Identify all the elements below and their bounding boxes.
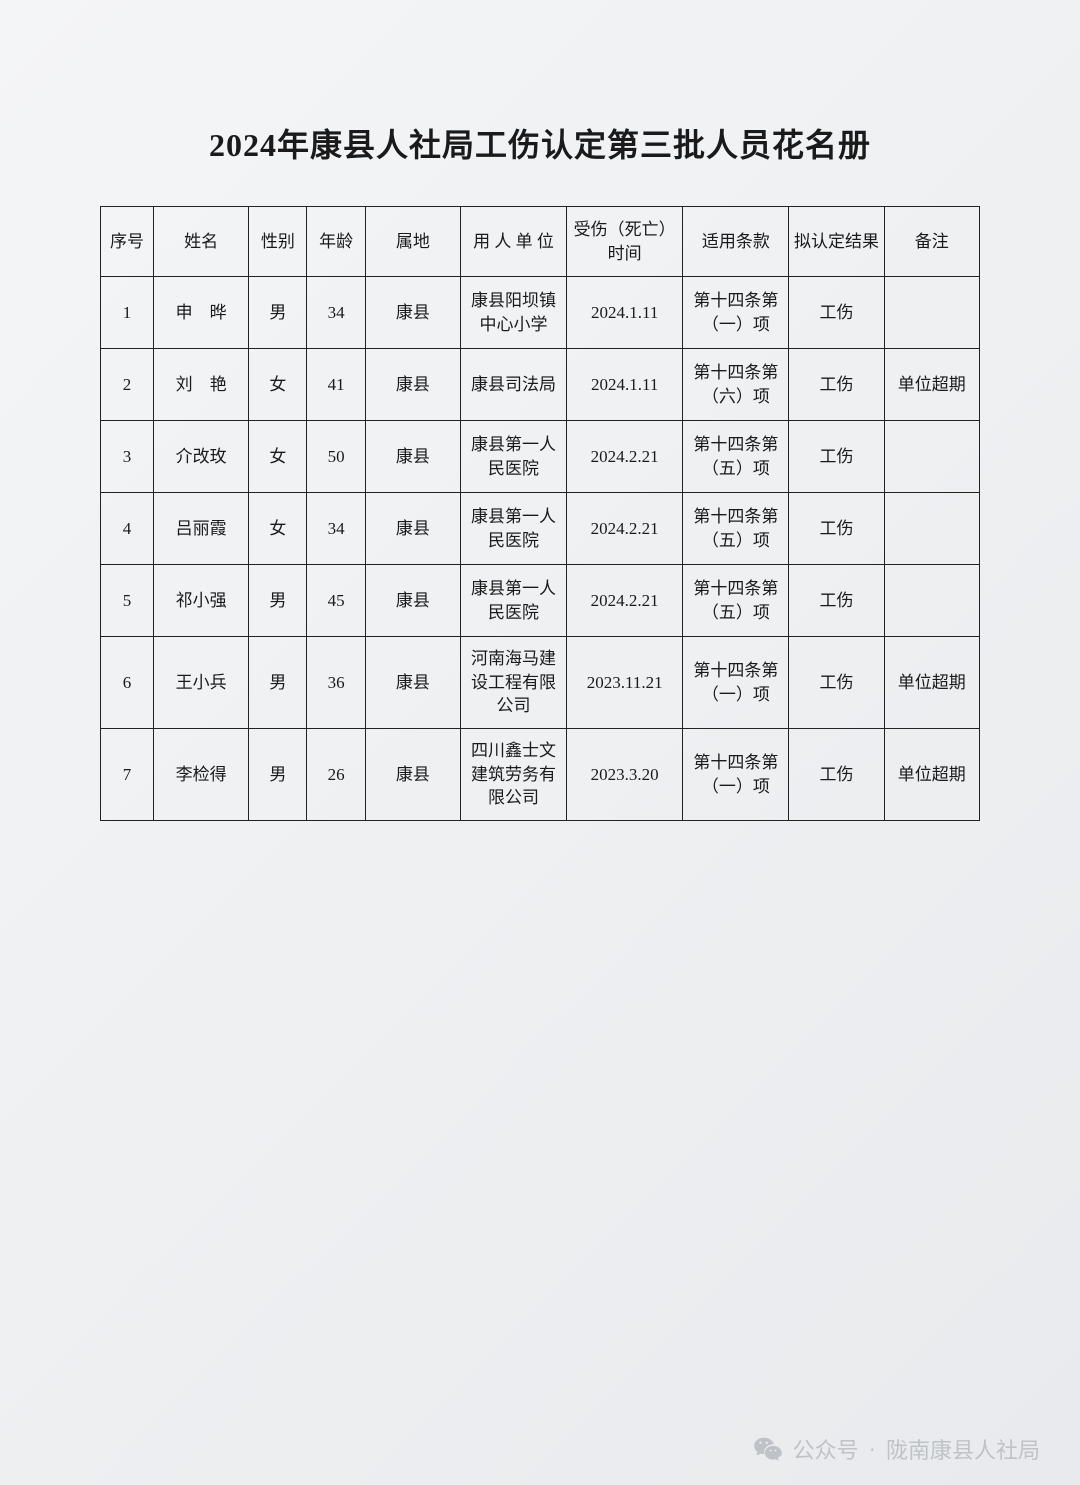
cell-age: 50 <box>307 421 365 493</box>
cell-name: 申 晔 <box>153 277 248 349</box>
table-row: 5祁小强男45康县康县第一人民医院2024.2.21第十四条第（五）项工伤 <box>101 565 980 637</box>
cell-loc: 康县 <box>365 421 460 493</box>
col-header-sex: 性别 <box>249 207 307 277</box>
cell-note: 单位超期 <box>884 729 979 821</box>
col-header-law: 适用条款 <box>683 207 789 277</box>
col-header-date: 受伤（死亡）时间 <box>566 207 682 277</box>
cell-res: 工伤 <box>789 349 884 421</box>
document-page: 2024年康县人社局工伤认定第三批人员花名册 序号 姓名 性别 年龄 属地 用 … <box>0 0 1080 1485</box>
cell-res: 工伤 <box>789 493 884 565</box>
cell-date: 2024.1.11 <box>566 349 682 421</box>
footer-prefix: 公众号 <box>793 1433 859 1465</box>
footer-sep: · <box>869 1436 876 1462</box>
cell-age: 34 <box>307 493 365 565</box>
table-row: 3介改玫女50康县康县第一人民医院2024.2.21第十四条第（五）项工伤 <box>101 421 980 493</box>
cell-res: 工伤 <box>789 729 884 821</box>
cell-age: 36 <box>307 637 365 729</box>
cell-law: 第十四条第（五）项 <box>683 565 789 637</box>
cell-emp: 康县第一人民医院 <box>461 421 567 493</box>
cell-date: 2024.2.21 <box>566 565 682 637</box>
cell-seq: 7 <box>101 729 154 821</box>
cell-date: 2023.3.20 <box>566 729 682 821</box>
cell-sex: 男 <box>249 729 307 821</box>
cell-res: 工伤 <box>789 421 884 493</box>
cell-law: 第十四条第（五）项 <box>683 421 789 493</box>
cell-seq: 4 <box>101 493 154 565</box>
wechat-icon <box>753 1434 783 1464</box>
cell-date: 2024.2.21 <box>566 421 682 493</box>
cell-res: 工伤 <box>789 565 884 637</box>
cell-name: 刘 艳 <box>153 349 248 421</box>
cell-name: 李检得 <box>153 729 248 821</box>
col-header-res: 拟认定结果 <box>789 207 884 277</box>
cell-name: 王小兵 <box>153 637 248 729</box>
cell-loc: 康县 <box>365 349 460 421</box>
cell-age: 41 <box>307 349 365 421</box>
table-row: 4吕丽霞女34康县康县第一人民医院2024.2.21第十四条第（五）项工伤 <box>101 493 980 565</box>
cell-loc: 康县 <box>365 277 460 349</box>
cell-sex: 男 <box>249 637 307 729</box>
col-header-age: 年龄 <box>307 207 365 277</box>
cell-date: 2024.2.21 <box>566 493 682 565</box>
cell-law: 第十四条第（五）项 <box>683 493 789 565</box>
cell-sex: 男 <box>249 565 307 637</box>
col-header-emp: 用 人 单 位 <box>461 207 567 277</box>
table-header-row: 序号 姓名 性别 年龄 属地 用 人 单 位 受伤（死亡）时间 适用条款 拟认定… <box>101 207 980 277</box>
footer-account: 陇南康县人社局 <box>886 1433 1040 1465</box>
cell-sex: 女 <box>249 349 307 421</box>
cell-note <box>884 421 979 493</box>
cell-seq: 2 <box>101 349 154 421</box>
cell-loc: 康县 <box>365 565 460 637</box>
cell-emp: 四川鑫士文建筑劳务有限公司 <box>461 729 567 821</box>
cell-seq: 3 <box>101 421 154 493</box>
col-header-note: 备注 <box>884 207 979 277</box>
cell-loc: 康县 <box>365 493 460 565</box>
cell-law: 第十四条第（六）项 <box>683 349 789 421</box>
cell-date: 2024.1.11 <box>566 277 682 349</box>
cell-note: 单位超期 <box>884 349 979 421</box>
roster-table: 序号 姓名 性别 年龄 属地 用 人 单 位 受伤（死亡）时间 适用条款 拟认定… <box>100 206 980 821</box>
cell-emp: 康县阳坝镇中心小学 <box>461 277 567 349</box>
cell-emp: 康县第一人民医院 <box>461 565 567 637</box>
cell-res: 工伤 <box>789 637 884 729</box>
col-header-loc: 属地 <box>365 207 460 277</box>
cell-emp: 康县第一人民医院 <box>461 493 567 565</box>
cell-note <box>884 493 979 565</box>
cell-note <box>884 277 979 349</box>
cell-law: 第十四条第（一）项 <box>683 277 789 349</box>
cell-seq: 6 <box>101 637 154 729</box>
cell-emp: 河南海马建设工程有限公司 <box>461 637 567 729</box>
cell-age: 26 <box>307 729 365 821</box>
cell-name: 祁小强 <box>153 565 248 637</box>
cell-seq: 1 <box>101 277 154 349</box>
cell-sex: 男 <box>249 277 307 349</box>
cell-age: 34 <box>307 277 365 349</box>
cell-date: 2023.11.21 <box>566 637 682 729</box>
table-row: 2刘 艳女41康县康县司法局2024.1.11第十四条第（六）项工伤单位超期 <box>101 349 980 421</box>
cell-age: 45 <box>307 565 365 637</box>
table-row: 6王小兵男36康县河南海马建设工程有限公司2023.11.21第十四条第（一）项… <box>101 637 980 729</box>
cell-name: 吕丽霞 <box>153 493 248 565</box>
col-header-seq: 序号 <box>101 207 154 277</box>
cell-sex: 女 <box>249 421 307 493</box>
cell-note <box>884 565 979 637</box>
document-title: 2024年康县人社局工伤认定第三批人员花名册 <box>90 120 990 166</box>
table-body: 1申 晔男34康县康县阳坝镇中心小学2024.1.11第十四条第（一）项工伤2刘… <box>101 277 980 821</box>
cell-loc: 康县 <box>365 729 460 821</box>
cell-loc: 康县 <box>365 637 460 729</box>
cell-law: 第十四条第（一）项 <box>683 729 789 821</box>
cell-law: 第十四条第（一）项 <box>683 637 789 729</box>
footer-watermark: 公众号 · 陇南康县人社局 <box>753 1433 1040 1465</box>
cell-res: 工伤 <box>789 277 884 349</box>
cell-note: 单位超期 <box>884 637 979 729</box>
table-row: 1申 晔男34康县康县阳坝镇中心小学2024.1.11第十四条第（一）项工伤 <box>101 277 980 349</box>
cell-name: 介改玫 <box>153 421 248 493</box>
cell-seq: 5 <box>101 565 154 637</box>
table-row: 7李检得男26康县四川鑫士文建筑劳务有限公司2023.3.20第十四条第（一）项… <box>101 729 980 821</box>
cell-emp: 康县司法局 <box>461 349 567 421</box>
col-header-name: 姓名 <box>153 207 248 277</box>
cell-sex: 女 <box>249 493 307 565</box>
